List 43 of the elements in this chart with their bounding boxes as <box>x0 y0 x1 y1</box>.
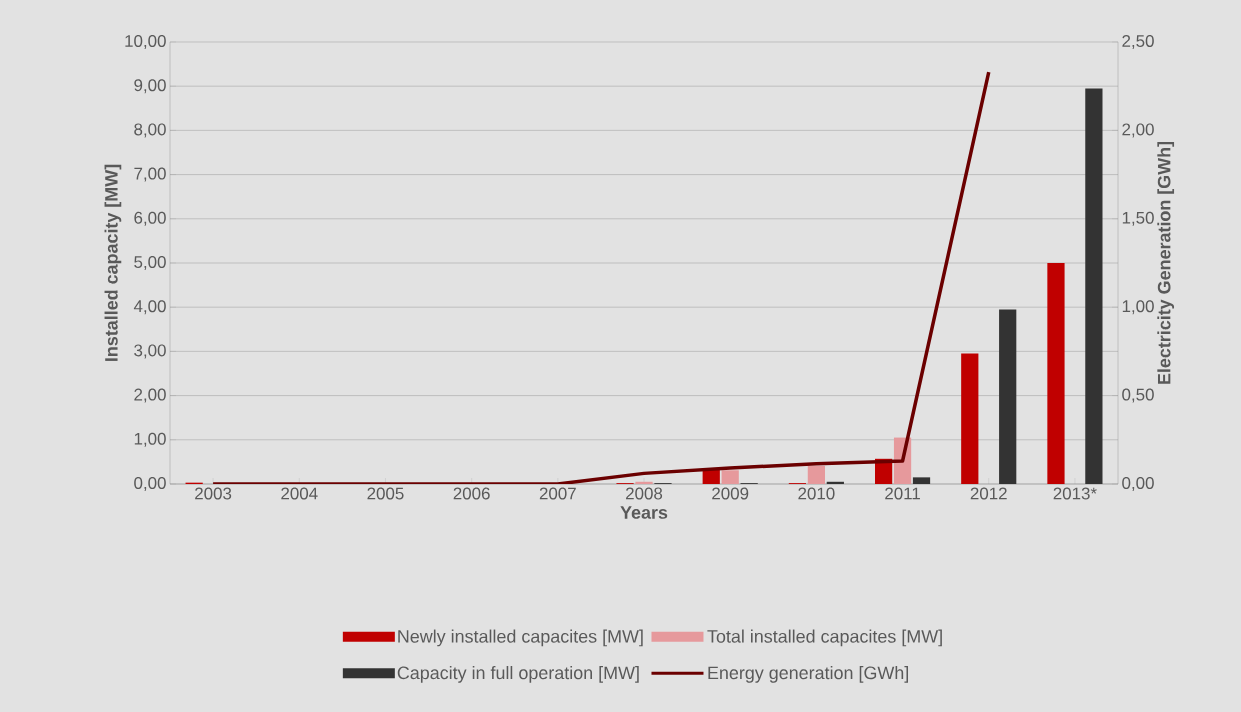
bar <box>912 477 931 484</box>
bar <box>807 465 825 484</box>
y-tick-label: 0,00 <box>134 476 166 491</box>
y2-tick-label: 0,00 <box>1122 476 1154 491</box>
y-tick-label: 4,00 <box>133 300 166 315</box>
y2-tick-label: 0,50 <box>1122 388 1154 403</box>
bar <box>721 470 739 484</box>
bar <box>635 481 653 484</box>
y-tick-label: 5,00 <box>134 255 166 270</box>
y2-tick-label: 2,00 <box>1122 123 1154 138</box>
bar <box>961 353 979 484</box>
x-tick-label: 2003 <box>195 487 232 500</box>
x-tick-label: 2009 <box>712 487 749 500</box>
y-tick-label: 10,00 <box>125 34 166 49</box>
legend-label: Newly installed capacites [MW] <box>398 629 643 647</box>
legend-label: Energy generation [GWh] <box>708 666 909 683</box>
x-axis-title: Years <box>620 506 668 519</box>
bar <box>1085 88 1103 484</box>
x-tick-label: 2012 <box>970 487 1007 500</box>
x-tick-label: 2007 <box>539 487 576 500</box>
y-tick-label: 3,00 <box>134 344 166 359</box>
legend-label: Total installed capacites [MW] <box>707 629 942 647</box>
bar <box>999 309 1017 484</box>
y2-tick-label: 2,50 <box>1122 34 1154 49</box>
y2-tick-label: 1,00 <box>1122 300 1154 315</box>
x-tick-label: 2005 <box>367 487 404 500</box>
legend-label: Capacity in full operation [MW] <box>397 666 639 683</box>
y2-axis-title: Electricity Generation [GWh] <box>1157 141 1175 384</box>
x-tick-label: 2011 <box>885 487 920 500</box>
x-tick-label: 2010 <box>798 487 835 500</box>
x-tick-label: 2004 <box>281 487 318 500</box>
x-tick-label: 2013* <box>1053 487 1097 500</box>
y2-tick-label: 1,50 <box>1122 211 1154 226</box>
y-axis-title: Installed capacity [MW] <box>104 164 122 361</box>
y-tick-label: 8,00 <box>134 123 166 138</box>
x-tick-label: 2006 <box>453 487 490 500</box>
y-tick-label: 6,00 <box>134 211 166 226</box>
y-tick-label: 9,00 <box>134 79 166 94</box>
y-tick-label: 7,00 <box>134 167 166 182</box>
bar <box>1047 262 1065 484</box>
x-tick-label: 2008 <box>626 487 663 500</box>
y-tick-label: 1,00 <box>134 432 166 447</box>
y-tick-label: 2,00 <box>134 388 166 403</box>
